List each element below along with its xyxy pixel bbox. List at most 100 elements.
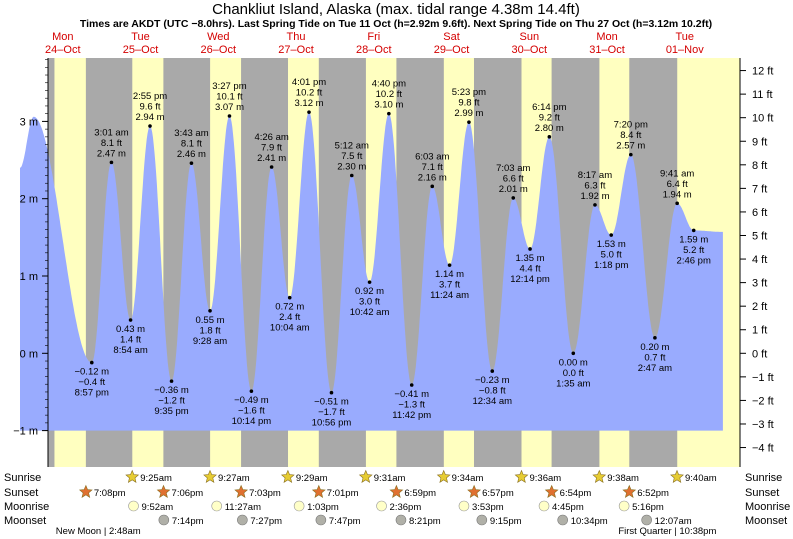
tide-label: 5:12 am (335, 141, 369, 152)
sunset-icon (467, 484, 482, 498)
moon-phase-note: New Moon | 2:48am (56, 526, 141, 537)
tide-label: 9.6 ft (139, 102, 160, 113)
row-label-left: Moonrise (4, 501, 49, 513)
tide-label: 0.20 m (640, 342, 669, 353)
right-tick-label: 8 ft (752, 160, 767, 172)
sunset-icon (78, 484, 93, 498)
tide-label: −0.4 ft (78, 377, 105, 388)
moonset-icon (158, 514, 170, 526)
tide-label: 3:27 pm (212, 81, 246, 92)
tide-label: 8.1 ft (101, 138, 122, 149)
day-name: Tue (676, 31, 695, 43)
tide-label: 3.7 ft (439, 280, 460, 291)
tide-label: 7.9 ft (261, 143, 282, 154)
tide-label: 4:40 pm (372, 79, 406, 90)
tide-label: 2:47 am (638, 363, 672, 374)
tide-label: 10.2 ft (296, 88, 323, 99)
tide-label: 0.0 ft (563, 368, 584, 379)
moonset-icon (395, 514, 407, 526)
row-label-right: Sunset (745, 487, 779, 499)
sunset-icon (389, 484, 404, 498)
tide-label: 3:43 am (174, 128, 208, 139)
right-tick-label: 0 ft (752, 348, 767, 360)
day-date: 31–Oct (589, 44, 624, 56)
tide-label: 12:34 am (472, 396, 512, 407)
moonrise-icon (211, 500, 223, 512)
day-name: Tue (131, 31, 150, 43)
sunset-icon (622, 484, 637, 498)
tide-point (189, 161, 194, 165)
chart-subtitle: Times are AKDT (UTC −8.0hrs). Last Sprin… (80, 18, 712, 30)
tide-point (467, 120, 471, 124)
sunrise-time: 9:29am (296, 473, 328, 484)
tide-label: 7:03 am (496, 163, 530, 174)
tide-label: 5.0 ft (601, 250, 622, 261)
moonset-time: 8:21pm (409, 516, 441, 527)
sunset-time: 7:08pm (94, 488, 126, 499)
day-name: Mon (52, 31, 73, 43)
tide-point (89, 360, 94, 365)
day-date: 27–Oct (278, 44, 313, 56)
tide-label: −0.23 m (475, 375, 510, 386)
day-name: Fri (367, 31, 380, 43)
tide-label: −1.6 ft (238, 406, 265, 417)
day-headers: Mon24–OctTue25–OctWed26–OctThu27–OctFri2… (45, 31, 704, 56)
row-label-left: Sunset (4, 487, 38, 499)
tide-label: 0.43 m (116, 324, 145, 335)
sunrise-icon (670, 469, 684, 483)
moonset-icon (315, 514, 327, 526)
moonset-icon (476, 514, 488, 526)
sunset-icon (544, 484, 559, 498)
tide-label: 2.80 m (535, 123, 564, 134)
left-tick-label: 2 m (20, 194, 38, 206)
tide-label: 1.8 ft (199, 325, 220, 336)
tide-label: 1.4 ft (120, 335, 141, 346)
tide-label: 11:42 pm (392, 410, 431, 421)
right-tick-label: −4 ft (752, 443, 774, 455)
right-tick-label: 2 ft (752, 301, 767, 313)
tide-label: 10:04 am (270, 323, 310, 334)
tide-label: 6:03 am (415, 151, 449, 162)
day-date: 29–Oct (434, 44, 469, 56)
left-tick-label: 3 m (20, 116, 38, 128)
tide-label: −0.12 m (74, 367, 109, 378)
tide-point (287, 295, 292, 300)
tide-label: 10:56 pm (312, 418, 352, 429)
tide-label: −1.3 ft (398, 399, 425, 410)
tide-label: −0.41 m (394, 389, 429, 400)
tide-label: 9:41 am (660, 168, 694, 179)
tide-label: 8:54 am (113, 345, 147, 356)
tide-point (367, 280, 372, 284)
moonrise-time: 3:53pm (472, 502, 504, 513)
day-name: Sun (519, 31, 539, 43)
tide-point (148, 124, 152, 128)
tide-labels: −0.12 m−0.4 ft8:57 pm3:01 am8.1 ft2.47 m… (74, 77, 710, 429)
tide-point (269, 165, 274, 169)
right-tick-label: 12 ft (752, 66, 773, 78)
tide-label: 1.92 m (580, 191, 609, 202)
tide-label: 3.10 m (374, 100, 403, 111)
moonset-icon (237, 514, 248, 526)
tide-point (409, 383, 414, 387)
row-label-right: Sunrise (745, 472, 782, 484)
tide-label: 3:01 am (94, 127, 128, 138)
tide-label: 2:46 pm (677, 255, 711, 266)
tide-label: 8:17 am (578, 170, 612, 181)
right-tick-label: 4 ft (752, 254, 767, 266)
sunset-time: 7:03pm (249, 488, 281, 499)
row-label-left: Moonset (4, 515, 46, 527)
tide-label: 9.8 ft (458, 98, 479, 109)
tide-point (653, 336, 657, 340)
day-date: 26–Oct (201, 44, 236, 56)
tide-label: 8:57 pm (75, 388, 109, 399)
tide-point (490, 369, 495, 373)
day-date: 30–Oct (512, 44, 547, 56)
moonrise-time: 1:03pm (307, 502, 339, 513)
tide-label: 0.92 m (355, 286, 384, 297)
moonset-time: 12:07am (655, 516, 692, 527)
moonset-time: 9:15pm (490, 516, 522, 527)
moonrise-time: 2:36pm (390, 502, 422, 513)
moonset-time: 10:34pm (571, 516, 608, 527)
sunrise-time: 9:40am (685, 473, 717, 484)
